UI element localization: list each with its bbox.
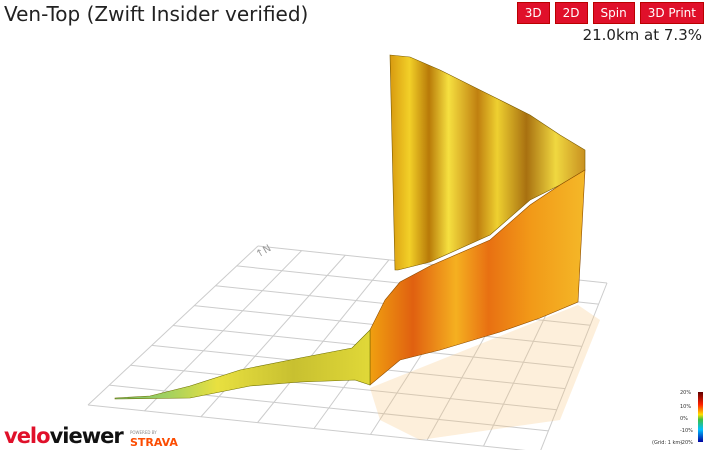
- reflection: [370, 305, 600, 440]
- btn-2d[interactable]: 2D: [554, 2, 588, 24]
- front-wall: [369, 169, 586, 386]
- grid-note: (Grid: 1 km): [652, 440, 683, 446]
- view-buttons: 3D 2D Spin 3D Print: [516, 2, 704, 24]
- strava-logo[interactable]: STRAVA: [130, 436, 178, 449]
- color-scale: [698, 392, 703, 442]
- powered-by: POWERED BY: [130, 430, 157, 435]
- btn-spin[interactable]: Spin: [592, 2, 635, 24]
- summary: 21.0km at 7.3%: [582, 26, 702, 44]
- title: Ven-Top (Zwift Insider verified): [4, 2, 309, 26]
- logo[interactable]: veloviewer: [4, 424, 124, 448]
- grid-line: [540, 282, 608, 450]
- north-marker: ↑N: [254, 243, 273, 260]
- legend-label: 0%: [680, 416, 688, 422]
- legend-label: -20%: [680, 440, 693, 446]
- legend-label: 20%: [680, 390, 692, 396]
- btn-3d-print[interactable]: 3D Print: [639, 2, 704, 24]
- logo-part: velo: [4, 424, 51, 448]
- logo-part: viewer: [49, 424, 124, 448]
- legend-label: -10%: [680, 428, 693, 434]
- legend-label: 10%: [680, 404, 692, 410]
- btn-3d[interactable]: 3D: [516, 2, 550, 24]
- low-wall: [114, 329, 371, 400]
